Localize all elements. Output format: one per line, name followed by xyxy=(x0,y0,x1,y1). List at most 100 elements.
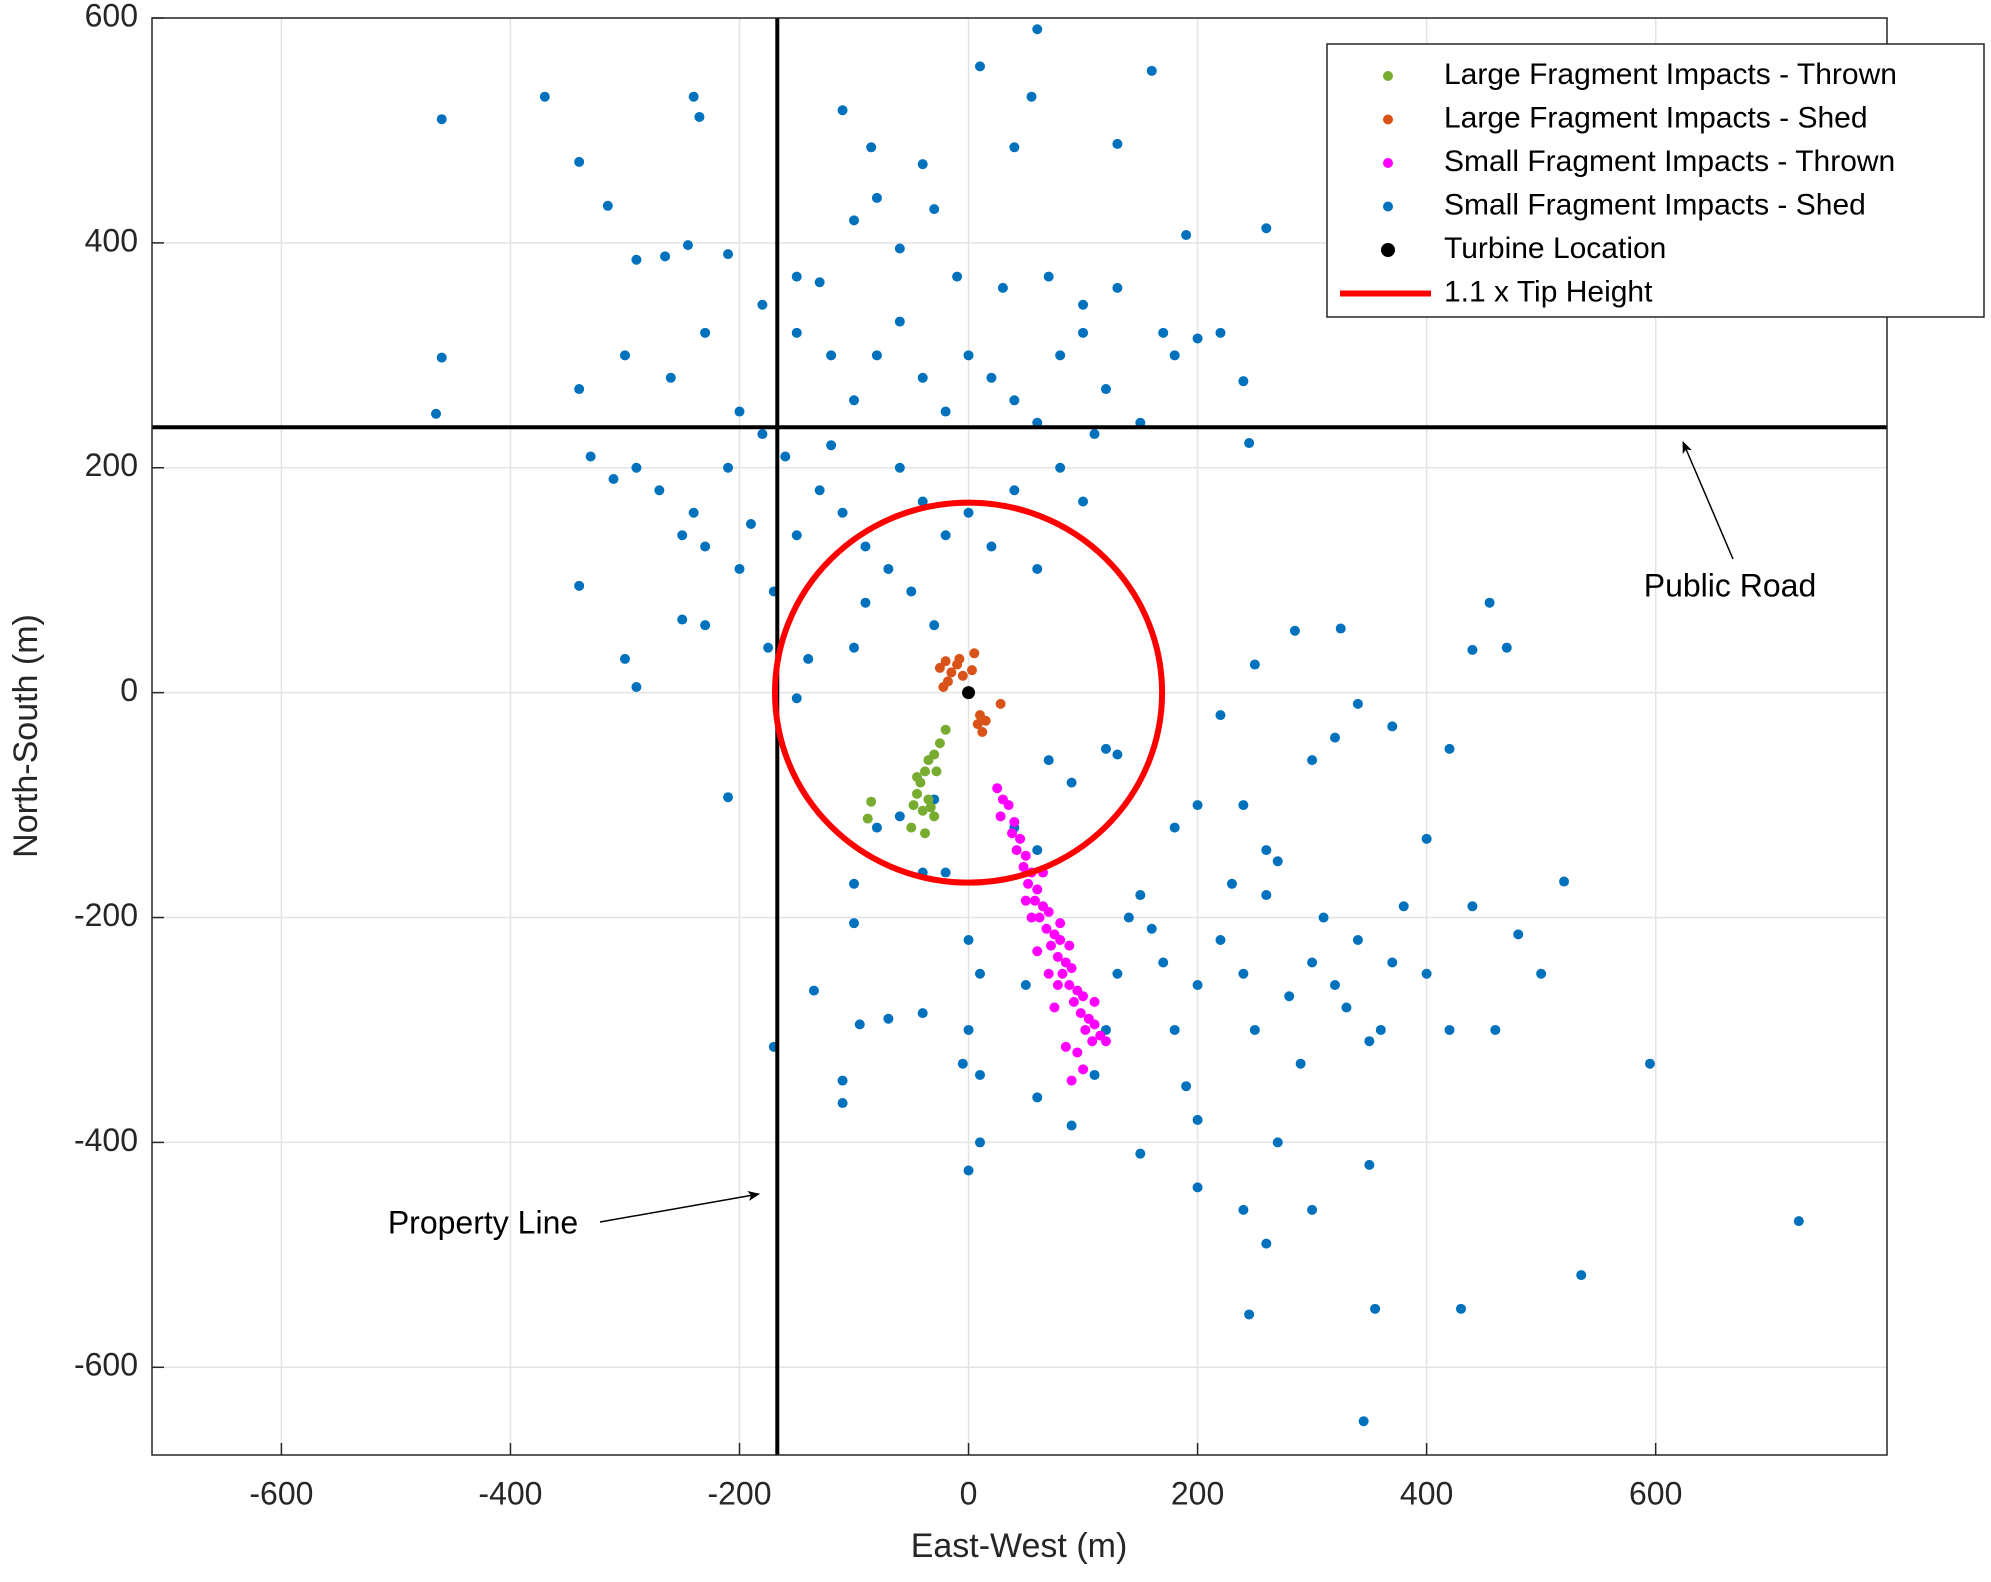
scatter-point xyxy=(1064,940,1075,951)
scatter-point xyxy=(1261,223,1272,234)
scatter-point xyxy=(906,822,917,833)
scatter-point xyxy=(1032,563,1043,574)
scatter-point xyxy=(1060,1041,1071,1052)
scatter-point xyxy=(631,254,642,265)
scatter-point xyxy=(602,200,613,211)
scatter-point xyxy=(963,1024,974,1035)
scatter-point xyxy=(1455,1303,1466,1314)
annotations: Public Road Property Line xyxy=(388,441,1816,1240)
scatter-point xyxy=(1352,698,1363,709)
scatter-point xyxy=(1057,968,1068,979)
scatter-point xyxy=(1009,142,1020,153)
x-tick-label: 0 xyxy=(960,1475,978,1511)
scatter-point xyxy=(826,440,837,451)
scatter-point xyxy=(992,783,1003,794)
scatter-point xyxy=(963,507,974,518)
scatter-point xyxy=(837,507,848,518)
legend-label: Small Fragment Impacts - Shed xyxy=(1444,188,1866,221)
scatter-point xyxy=(791,530,802,541)
scatter-point xyxy=(1112,968,1123,979)
scatter-point xyxy=(757,429,768,440)
scatter-point xyxy=(1158,957,1169,968)
scatter-point xyxy=(1249,1024,1260,1035)
scatter-point xyxy=(1307,957,1318,968)
scatter-point xyxy=(1238,376,1249,387)
scatter-point xyxy=(1576,1270,1587,1281)
scatter-point xyxy=(1501,642,1512,653)
scatter-point xyxy=(1398,901,1409,912)
scatter-point xyxy=(1041,923,1052,934)
legend-label: Small Fragment Impacts - Thrown xyxy=(1444,145,1895,178)
scatter-point xyxy=(1055,918,1066,929)
scatter-point xyxy=(934,662,945,673)
scatter-point xyxy=(1089,429,1100,440)
scatter-point xyxy=(1064,979,1075,990)
scatter-point xyxy=(837,1075,848,1086)
scatter-point xyxy=(1011,845,1022,856)
scatter-point xyxy=(688,91,699,102)
scatter-point xyxy=(1052,979,1063,990)
scatter-point xyxy=(1146,65,1157,76)
scatter-point xyxy=(1089,1069,1100,1080)
scatter-point xyxy=(917,1008,928,1019)
scatter-point xyxy=(1295,1058,1306,1069)
scatter-point xyxy=(745,518,756,529)
scatter-point xyxy=(1072,1047,1083,1058)
scatter-point xyxy=(1066,1075,1077,1086)
scatter-point xyxy=(894,462,905,473)
scatter-point xyxy=(1261,1238,1272,1249)
scatter-point xyxy=(1467,644,1478,655)
scatter-point xyxy=(929,811,940,822)
scatter-point xyxy=(837,1098,848,1109)
scatter-point xyxy=(1009,485,1020,496)
scatter-point xyxy=(1009,816,1020,827)
scatter-point xyxy=(1075,1008,1086,1019)
scatter-point xyxy=(1032,1092,1043,1103)
scatter-point xyxy=(995,698,1006,709)
scatter-point xyxy=(1364,1159,1375,1170)
y-tick-label: 0 xyxy=(120,672,138,708)
scatter-point xyxy=(1049,1002,1060,1013)
scatter-point xyxy=(1192,333,1203,344)
scatter-point xyxy=(1032,24,1043,35)
scatter-point xyxy=(1261,890,1272,901)
scatter-point xyxy=(908,800,919,811)
scatter-point xyxy=(1330,979,1341,990)
scatter-point xyxy=(1284,991,1295,1002)
scatter-point xyxy=(963,1165,974,1176)
scatter-point xyxy=(883,563,894,574)
scatter-point xyxy=(860,597,871,608)
scatter-point xyxy=(619,653,630,664)
scatter-point xyxy=(986,541,997,552)
scatter-point xyxy=(920,828,931,839)
scatter-point xyxy=(1007,828,1018,839)
scatter-point xyxy=(940,406,951,417)
scatter-point xyxy=(1536,968,1547,979)
scatter-point xyxy=(1043,755,1054,766)
scatter-point xyxy=(866,796,877,807)
scatter-point xyxy=(1387,957,1398,968)
scatter-point xyxy=(1370,1303,1381,1314)
scatter-point xyxy=(1330,732,1341,743)
scatter-point xyxy=(1146,923,1157,934)
scatter-point xyxy=(1444,743,1455,754)
scatter-point xyxy=(925,802,936,813)
scatter-point xyxy=(1192,1182,1203,1193)
scatter-point xyxy=(1318,912,1329,923)
scatter-point xyxy=(1003,800,1014,811)
scatter-point xyxy=(1089,996,1100,1007)
scatter-point xyxy=(1169,1024,1180,1035)
scatter-point xyxy=(849,642,860,653)
scatter-point xyxy=(1490,1024,1501,1035)
scatter-point xyxy=(660,251,671,262)
annotation-arrow xyxy=(599,1190,760,1223)
scatter-point xyxy=(1043,271,1054,282)
scatter-point xyxy=(1421,968,1432,979)
scatter-point xyxy=(917,805,928,816)
scatter-point xyxy=(866,142,877,153)
legend-box xyxy=(1326,43,1985,318)
scatter-point xyxy=(1135,890,1146,901)
scatter-point xyxy=(1387,721,1398,732)
legend-label: Turbine Location xyxy=(1444,232,1666,265)
scatter-point xyxy=(1020,850,1031,861)
